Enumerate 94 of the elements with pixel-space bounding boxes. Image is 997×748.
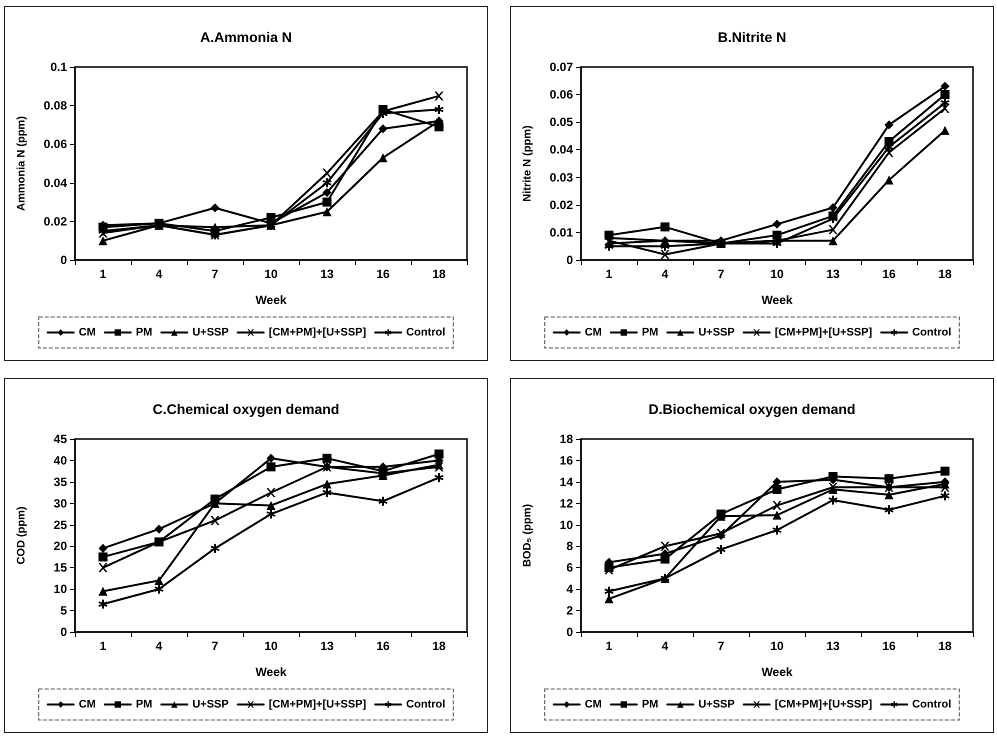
y-tick-label: 10 (54, 582, 68, 596)
x-axis-title: Week (255, 665, 287, 679)
legend-label: [CM+PM]+[U+SSP] (774, 698, 873, 710)
y-tick-label: 10 (560, 518, 574, 532)
y-tick-label: 25 (54, 518, 68, 532)
y-tick-label: 0.01 (550, 225, 574, 240)
x-tick-label: 10 (770, 639, 784, 653)
y-tick-label: 16 (560, 453, 574, 468)
x-tick-label: 16 (882, 639, 896, 653)
legend-label: [CM+PM]+[U+SSP] (774, 326, 873, 338)
x-tick-label: 4 (662, 639, 669, 653)
y-tick-label: 0.06 (550, 88, 574, 102)
chart-title: C.Chemical oxygen demand (152, 401, 340, 417)
legend-label: U+SSP (192, 326, 229, 338)
legend-label: Control (912, 698, 952, 710)
x-tick-label: 18 (432, 639, 446, 653)
x-tick-label: 16 (882, 267, 896, 281)
y-tick-label: 0.1 (50, 60, 68, 74)
legend-label: U+SSP (698, 698, 735, 710)
legend-label: Control (406, 698, 446, 710)
x-axis-title: Week (761, 665, 793, 679)
y-tick-label: 0.04 (44, 176, 68, 190)
x-tick-label: 7 (718, 267, 725, 281)
y-tick-label: 0.07 (550, 60, 574, 74)
y-tick-label: 0.02 (44, 214, 68, 228)
legend-label: [CM+PM]+[U+SSP] (268, 698, 367, 710)
y-tick-label: 20 (54, 539, 68, 554)
y-tick-label: 0.06 (44, 137, 68, 152)
x-tick-label: 16 (376, 267, 390, 281)
x-tick-label: 1 (100, 639, 107, 653)
x-tick-label: 4 (156, 267, 163, 281)
y-axis-title: Nitrite N (ppm) (522, 124, 534, 202)
x-tick-label: 13 (826, 267, 840, 281)
y-tick-label: 35 (54, 474, 68, 489)
legend-label: [CM+PM]+[U+SSP] (268, 326, 367, 338)
chart-title: A.Ammonia N (200, 29, 292, 45)
y-tick-label: 0 (566, 253, 574, 267)
legend-label: PM (642, 326, 658, 338)
y-tick-label: 0 (60, 625, 68, 639)
y-tick-label: 0.03 (550, 170, 574, 184)
x-tick-label: 18 (938, 639, 952, 653)
x-tick-label: 7 (718, 639, 725, 653)
x-tick-label: 1 (606, 267, 613, 281)
x-tick-label: 7 (212, 639, 219, 653)
y-tick-label: 12 (560, 496, 574, 510)
y-tick-label: 45 (54, 432, 68, 446)
legend-label: CM (78, 326, 96, 338)
y-tick-label: 0.08 (44, 98, 68, 113)
legend-label: CM (584, 326, 602, 338)
legend-label: Control (912, 326, 952, 338)
x-tick-label: 4 (156, 639, 163, 653)
x-tick-label: 4 (662, 267, 669, 281)
x-tick-label: 18 (938, 267, 952, 281)
y-tick-label: 0 (566, 625, 574, 639)
legend-label: U+SSP (192, 698, 229, 710)
y-tick-label: 8 (566, 539, 574, 554)
legend-label: PM (136, 698, 152, 710)
chart-title: D.Biochemical oxygen demand (648, 401, 856, 417)
x-axis-title: Week (255, 293, 287, 307)
legend-label: CM (584, 698, 602, 710)
legend-label: CM (78, 698, 96, 710)
y-axis-title: Ammonia N (ppm) (16, 116, 28, 211)
legend-label: PM (642, 698, 658, 710)
y-tick-label: 0.02 (550, 198, 574, 212)
y-tick-label: 0.04 (550, 142, 574, 157)
x-tick-label: 7 (212, 267, 219, 281)
x-tick-label: 1 (606, 639, 613, 653)
x-tick-label: 13 (320, 639, 334, 653)
chart-title: B.Nitrite N (718, 29, 786, 45)
legend-label: PM (136, 326, 152, 338)
x-tick-label: 13 (320, 267, 334, 281)
y-tick-label: 4 (566, 582, 574, 596)
legend-label: U+SSP (698, 326, 735, 338)
y-tick-label: 5 (60, 604, 68, 618)
x-tick-label: 16 (376, 639, 390, 653)
y-axis-title: COD (ppm) (16, 506, 28, 565)
x-tick-label: 10 (264, 267, 278, 281)
y-tick-label: 2 (566, 604, 574, 618)
y-tick-label: 40 (54, 453, 68, 468)
y-tick-label: 0 (60, 253, 68, 267)
x-tick-label: 18 (432, 267, 446, 281)
y-axis-title: BOD₅ (ppm) (522, 504, 534, 568)
y-tick-label: 18 (560, 432, 574, 446)
x-tick-label: 1 (100, 267, 107, 281)
y-tick-label: 14 (560, 474, 574, 489)
y-tick-label: 0.05 (550, 115, 574, 130)
x-tick-label: 13 (826, 639, 840, 653)
x-axis-title: Week (761, 293, 793, 307)
y-tick-label: 15 (54, 560, 68, 575)
y-tick-label: 30 (54, 496, 68, 510)
x-tick-label: 10 (770, 267, 784, 281)
x-tick-label: 10 (264, 639, 278, 653)
legend-label: Control (406, 326, 446, 338)
y-tick-label: 6 (566, 560, 574, 575)
